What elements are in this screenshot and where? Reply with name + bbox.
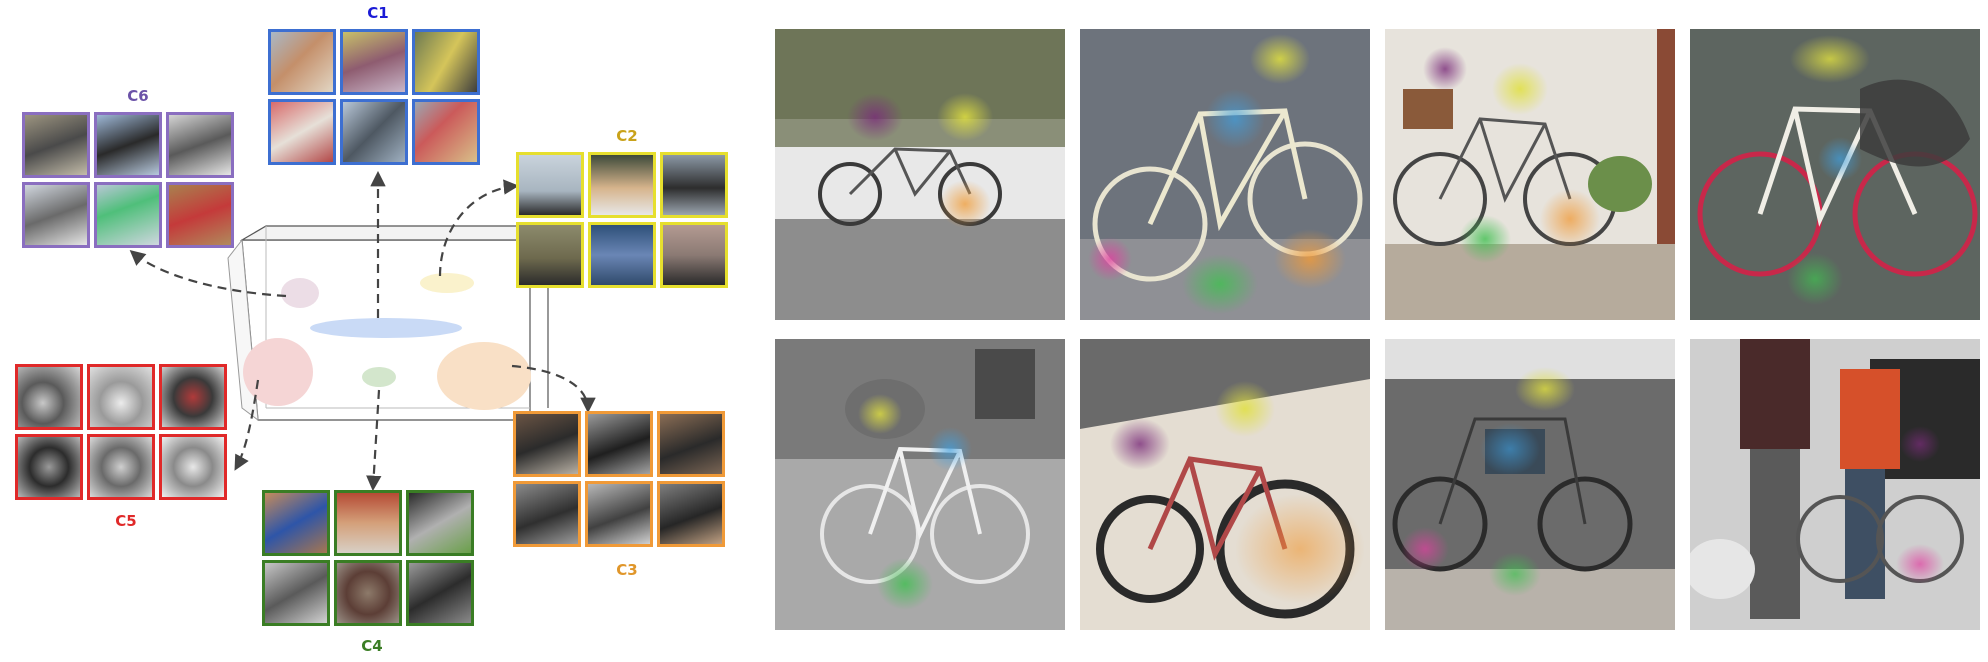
thumbnail [406,490,474,556]
heatmap-photo-2 [1080,29,1370,320]
thumbnail [585,481,653,547]
cluster-grid-c2 [516,152,728,288]
thumbnail [588,152,656,218]
thumbnail [94,112,162,178]
cluster-grid-c3 [513,411,725,547]
heatmap-photo-4 [1690,29,1980,320]
cluster-blob-c6 [281,278,319,308]
thumbnail [87,434,155,500]
heatmap-photo-1 [775,29,1065,320]
thumbnail [159,434,227,500]
cluster-label-c2: C2 [616,127,638,145]
heatmap-photo-6 [1080,339,1370,630]
thumbnail [22,182,90,248]
thumbnail [334,560,402,626]
thumbnail [406,560,474,626]
thumbnail [516,152,584,218]
heatmap-photo-7 [1385,339,1675,630]
thumbnail [340,29,408,95]
cluster-blob-c3 [437,342,531,410]
cluster-label-c6: C6 [127,87,149,105]
cluster-grid-c4 [262,490,474,626]
thumbnail [166,182,234,248]
cluster-blob-c2 [420,273,474,293]
thumbnail [334,490,402,556]
arrow-to-c6 [129,249,287,298]
arrow-to-c2 [438,179,520,277]
cluster-label-c1: C1 [367,4,389,22]
thumbnail [268,29,336,95]
thumbnail [340,99,408,165]
heatmap-photo-3 [1385,29,1675,320]
heatmap-photo-5 [775,339,1065,630]
cluster-label-c4: C4 [361,637,383,655]
thumbnail [22,112,90,178]
thumbnail [588,222,656,288]
thumbnail [513,411,581,477]
cluster-label-c5: C5 [115,512,137,530]
thumbnail [585,411,653,477]
thumbnail [412,29,480,95]
thumbnail [660,222,728,288]
thumbnail [94,182,162,248]
cluster-label-c3: C3 [616,561,638,579]
thumbnail [660,152,728,218]
cluster-grid-c1 [268,29,480,165]
thumbnail [412,99,480,165]
thumbnail [657,411,725,477]
cluster-grid-c5 [15,364,227,500]
thumbnail [262,560,330,626]
arrow-to-c5 [234,379,260,471]
thumbnail [262,490,330,556]
cluster-blob-c5 [243,338,313,406]
thumbnail [15,434,83,500]
thumbnail [166,112,234,178]
heatmap-photo-8 [1690,339,1980,630]
cluster-grid-c6 [22,112,234,248]
thumbnail [87,364,155,430]
cluster-blob-c1 [310,318,462,338]
thumbnail [159,364,227,430]
arrow-to-c4 [366,389,382,492]
thumbnail [268,99,336,165]
cluster-blob-c4 [362,367,396,387]
thumbnail [15,364,83,430]
thumbnail [657,481,725,547]
thumbnail [513,481,581,547]
thumbnail [516,222,584,288]
